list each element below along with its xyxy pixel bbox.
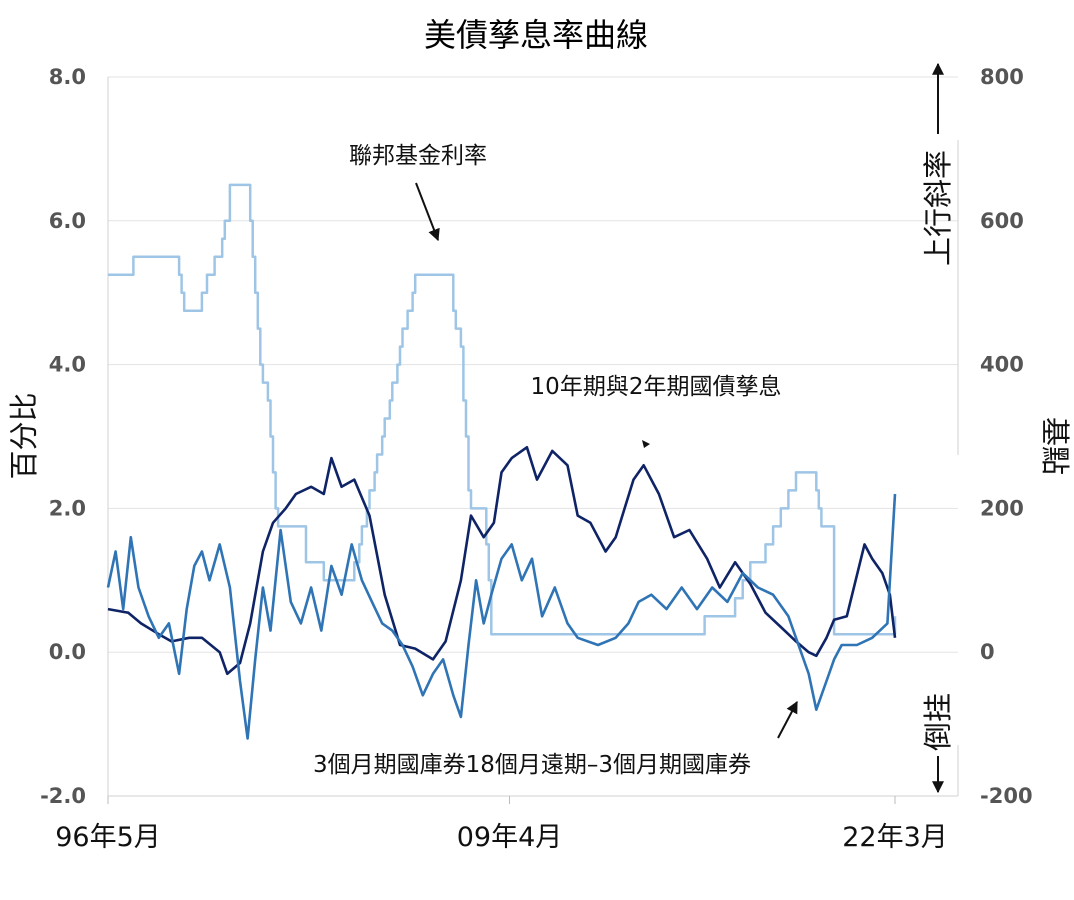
x-tick-label: 09年4月: [457, 822, 563, 853]
fed-funds-label: 聯邦基金利率: [349, 143, 487, 169]
inversion-label: 倒挂: [921, 693, 955, 751]
y-axis-left-title: 百分比: [7, 392, 41, 479]
chart-title: 美債孳息率曲線: [424, 16, 648, 54]
near-term-forward-label: 3個月期國庫券18個月遠期–3個月期國庫券: [313, 752, 751, 778]
near-term-forward-line: [106, 493, 897, 740]
y-left-tick-label: 6.0: [49, 209, 86, 233]
y-left-tick-label: 0.0: [49, 640, 86, 664]
y-right-tick-label: 600: [980, 209, 1024, 233]
tick-labels: 8.0 6.0 4.0 2.0 0.0 -2.0 800 600 400 200 0 -200 96年5…: [40, 65, 1032, 853]
near-term-forward-arrow: [777, 700, 798, 739]
axes: [107, 77, 959, 804]
y-left-tick-label: 8.0: [49, 65, 86, 89]
x-tick-label: 22年3月: [842, 822, 948, 853]
fed-funds-arrow: [415, 182, 440, 242]
y-left-tick-label: 4.0: [49, 353, 86, 377]
spread-10y2y-pointer: [642, 440, 650, 448]
y-left-tick-label: 2.0: [49, 496, 86, 520]
y-right-tick-label: 200: [980, 496, 1024, 520]
y-left-tick-label: -2.0: [40, 784, 86, 808]
spread-10y2y-line: [107, 446, 897, 676]
y-axis-right-title: 基點: [1038, 417, 1072, 475]
x-tick-label: 96年5月: [55, 822, 161, 853]
spread-10y2y-label: 10年期與2年期國債孳息: [531, 374, 782, 400]
y-right-tick-label: 400: [980, 353, 1024, 377]
series-lines: [106, 183, 897, 740]
y-right-tick-label: 0: [980, 640, 995, 664]
y-right-tick-label: 800: [980, 65, 1024, 89]
upward-slope-label: 上行斜率: [921, 150, 955, 266]
y-right-tick-label: -200: [980, 784, 1033, 808]
